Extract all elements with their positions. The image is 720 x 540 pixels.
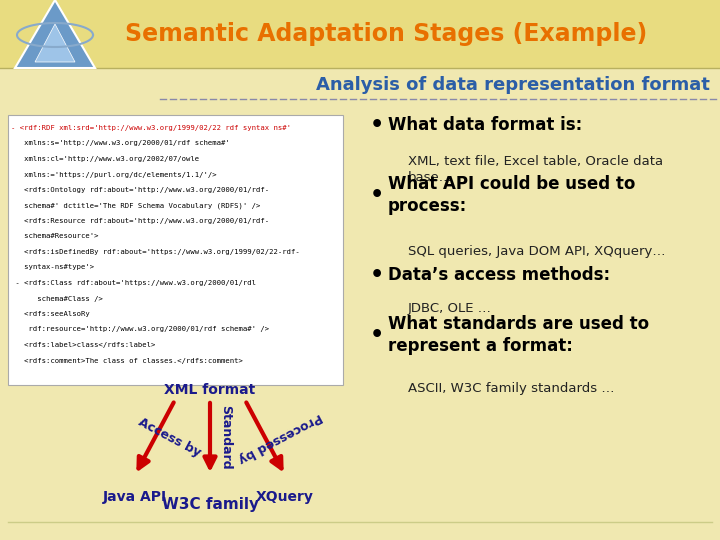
Text: Standard: Standard [220,405,233,470]
Text: Access by: Access by [137,415,204,460]
Text: ASCII, W3C family standards …: ASCII, W3C family standards … [408,382,614,395]
Text: Analysis of data representation format: Analysis of data representation format [316,76,710,94]
Text: xmlns:s='http://www.w3.org/2000/01/rdf schema#': xmlns:s='http://www.w3.org/2000/01/rdf s… [11,140,230,146]
Text: •: • [370,185,384,205]
Text: •: • [370,265,384,285]
Text: What data format is:: What data format is: [388,116,582,134]
Text: JDBC, OLE …: JDBC, OLE … [408,302,492,315]
Text: Processed by: Processed by [236,410,324,465]
Text: What standards are used to
represent a format:: What standards are used to represent a f… [388,315,649,355]
Text: <rdfs:Resource rdf:about='http://www.w3.org/2000/01/rdf-: <rdfs:Resource rdf:about='http://www.w3.… [11,218,269,224]
Text: <rdfs:seeAlsoRy: <rdfs:seeAlsoRy [11,311,90,317]
Text: •: • [370,325,384,345]
Text: <rdfs:Ontology rdf:about='http://www.w3.org/2000/01/rdf-: <rdfs:Ontology rdf:about='http://www.w3.… [11,187,269,193]
Text: - <rdfs:Class rdf:about='https://www.w3.org/2000/01/rdl: - <rdfs:Class rdf:about='https://www.w3.… [11,280,256,286]
Text: rdf:resource='http://www.w3.org/2000/01/rdf schema#' />: rdf:resource='http://www.w3.org/2000/01/… [11,327,269,333]
Text: Data’s access methods:: Data’s access methods: [388,266,610,284]
Text: SQL queries, Java DOM API, XQquery…: SQL queries, Java DOM API, XQquery… [408,245,665,258]
Text: XML format: XML format [164,383,256,397]
Polygon shape [35,24,75,62]
Text: Java API: Java API [103,490,167,504]
Text: <rdfs:comment>The class of classes.</rdfs:comment>: <rdfs:comment>The class of classes.</rdf… [11,357,243,363]
Text: syntax-ns#type'>: syntax-ns#type'> [11,265,94,271]
Bar [0,0,720,68]
Bar [8,115,343,385]
Text: •: • [370,115,384,135]
Text: XQuery: XQuery [256,490,314,504]
Text: <rdfs:isDefinedBy rdf:about='https://www.w3.org/1999/02/22-rdf-: <rdfs:isDefinedBy rdf:about='https://www… [11,249,300,255]
Text: xmlns:='https://purl.org/dc/elements/1.1/'/>: xmlns:='https://purl.org/dc/elements/1.1… [11,172,217,178]
Text: schema#Resource'>: schema#Resource'> [11,233,99,240]
Text: schema#Class />: schema#Class /> [11,295,103,301]
Polygon shape [15,0,95,68]
Text: XML, text file, Excel table, Oracle data
base…: XML, text file, Excel table, Oracle data… [408,155,663,184]
Text: xmlns:cl='http://www.w3.org/2002/07/owle: xmlns:cl='http://www.w3.org/2002/07/owle [11,156,199,162]
Text: What API could be used to
process:: What API could be used to process: [388,175,635,215]
Text: W3C family: W3C family [161,497,258,512]
Text: - <rdf:RDF xml:srd='http://www.w3.org/1999/02/22 rdf syntax ns#': - <rdf:RDF xml:srd='http://www.w3.org/19… [11,125,291,131]
Text: Semantic Adaptation Stages (Example): Semantic Adaptation Stages (Example) [125,22,647,46]
Text: <rdfs:label>class</rdfs:label>: <rdfs:label>class</rdfs:label> [11,342,156,348]
Text: schema#' dctitle='The RDF Schema Vocabulary (RDFS)' />: schema#' dctitle='The RDF Schema Vocabul… [11,202,261,209]
